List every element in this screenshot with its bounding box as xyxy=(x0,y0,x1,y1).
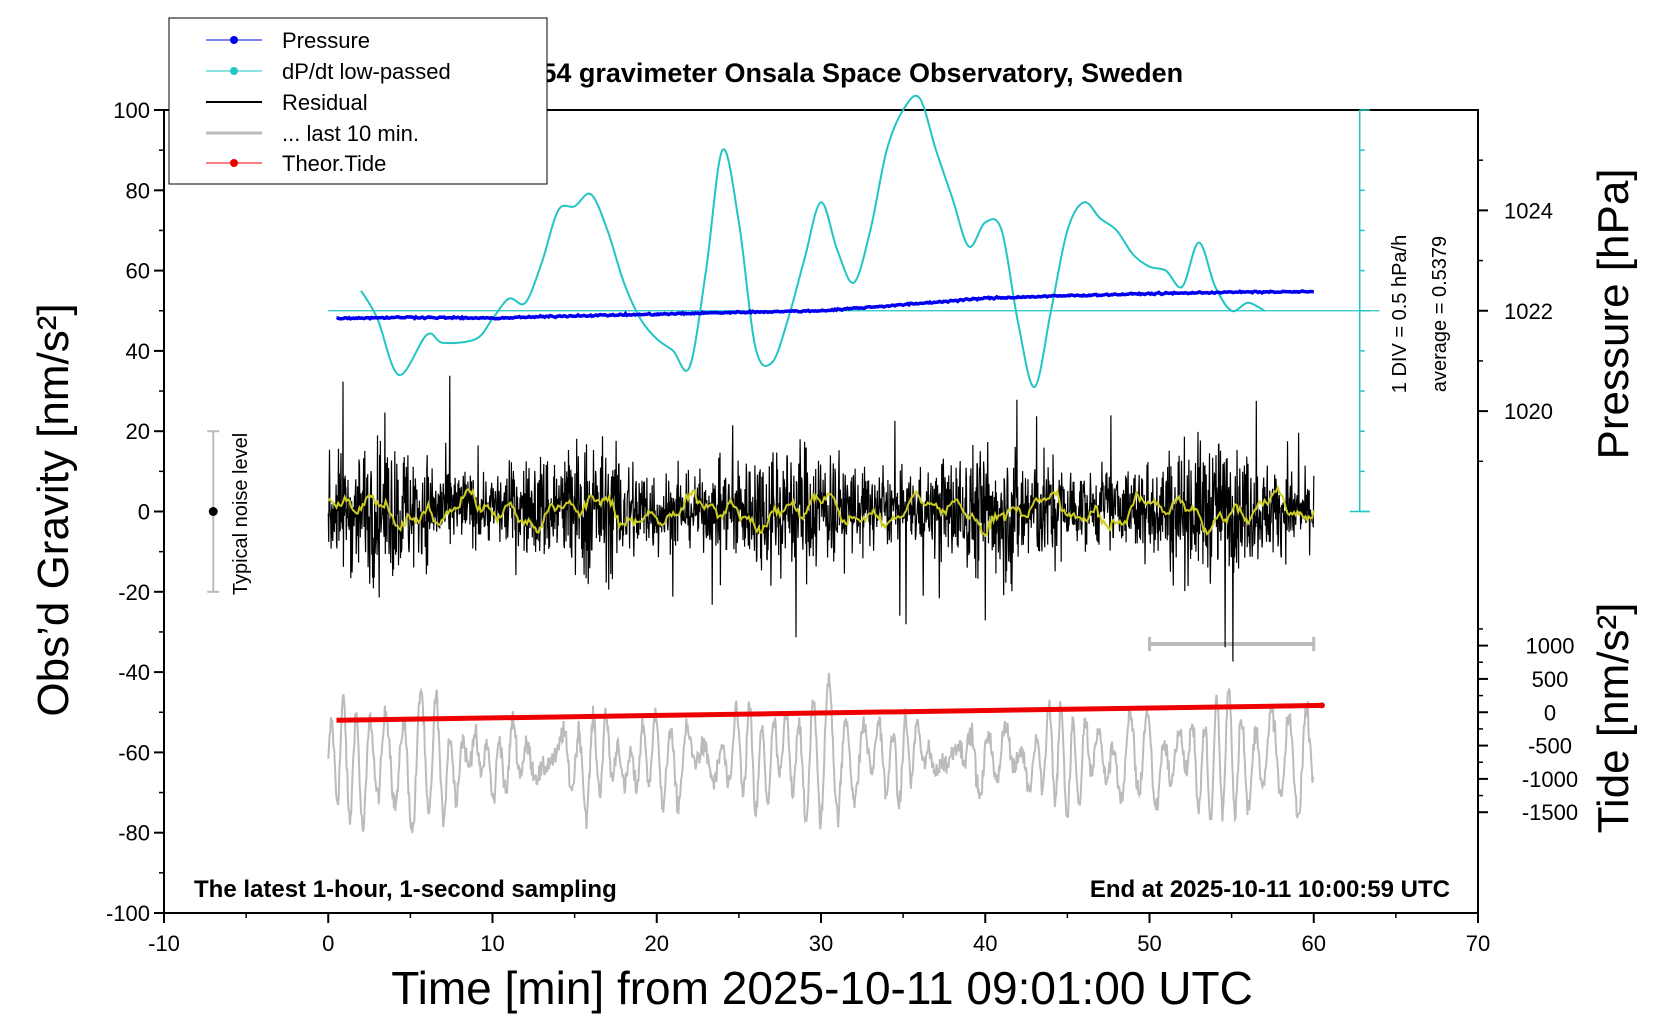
y-axis-left-title: Obs’d Gravity [nm/s²] xyxy=(29,303,78,716)
pressure-axis: 1024 1022 1020 xyxy=(1478,159,1553,463)
legend-marker-tide xyxy=(230,159,238,167)
pressure-line xyxy=(336,289,1315,321)
legend-label-residual: Residual xyxy=(282,90,368,115)
pressure-tick-label: 1020 xyxy=(1504,399,1553,424)
dpdt-series xyxy=(328,94,1380,513)
legend: Pressure dP/dt low-passed Residual ... l… xyxy=(168,17,548,185)
noise-level-label: Typical noise level xyxy=(230,433,252,595)
dpdt-average-annotation: average = 0.5379 xyxy=(1429,236,1451,392)
legend-item-residual: Residual xyxy=(206,90,368,115)
legend-marker-pressure xyxy=(230,36,238,44)
smoothed-residual-series xyxy=(327,484,1315,538)
y-tick-label: 60 xyxy=(126,259,150,284)
x-tick-label: 0 xyxy=(322,931,334,956)
y-tick-label: -40 xyxy=(118,660,150,685)
y-tick-label: 0 xyxy=(138,500,150,525)
y-tick-label: 100 xyxy=(113,98,150,123)
tide-end-marker xyxy=(1318,702,1325,709)
residual-line xyxy=(327,375,1315,662)
x-tick-label: 10 xyxy=(480,931,504,956)
x-tick-label: 70 xyxy=(1466,931,1490,956)
tide-tick-label: 0 xyxy=(1544,700,1556,725)
last10-series xyxy=(327,636,1316,834)
x-tick-label: 50 xyxy=(1137,931,1161,956)
y-tick-label: 40 xyxy=(126,339,150,364)
pressure-tick-label: 1024 xyxy=(1504,198,1553,223)
noise-bar-center xyxy=(208,507,218,516)
tide-tick-label: 1000 xyxy=(1526,634,1575,659)
x-tick-label: 40 xyxy=(973,931,997,956)
legend-label-tide: Theor.Tide xyxy=(282,151,386,176)
legend-marker-dpdt xyxy=(230,67,238,75)
legend-item-pressure: Pressure xyxy=(206,28,370,53)
tide-axis: 1000 500 0 -500 -1000 -1500 xyxy=(1478,628,1578,825)
x-tick-label: 20 xyxy=(645,931,669,956)
tide-axis-title: Tide [nm/s²] xyxy=(1589,603,1638,834)
y-tick-label: 20 xyxy=(126,419,150,444)
tide-tick-label: -1000 xyxy=(1522,767,1578,792)
x-tick-label: 30 xyxy=(809,931,833,956)
legend-item-last10: ... last 10 min. xyxy=(206,121,419,146)
legend-item-dpdt: dP/dt low-passed xyxy=(206,59,451,84)
legend-label-last10: ... last 10 min. xyxy=(282,121,419,146)
tide-line xyxy=(336,702,1323,723)
legend-label-pressure: Pressure xyxy=(282,28,370,53)
y-tick-label: -20 xyxy=(118,580,150,605)
pressure-series xyxy=(336,289,1315,321)
residual-series xyxy=(327,375,1315,662)
y-tick-label: -80 xyxy=(118,821,150,846)
chart-title: SCG_054 gravimeter Onsala Space Observat… xyxy=(453,58,1183,88)
tide-tick-label: -500 xyxy=(1528,734,1572,759)
tide-series xyxy=(336,702,1325,723)
smoothed-residual-line xyxy=(327,484,1315,538)
dpdt-scale-annotation: 1 DIV = 0.5 hPa/h xyxy=(1389,235,1411,393)
x-tick-label: 60 xyxy=(1302,931,1326,956)
pressure-tick-label: 1022 xyxy=(1504,299,1553,324)
last10-line xyxy=(327,672,1315,834)
y-axis-left: 100 80 60 40 20 0 -20 -40 -60 -80 -100 xyxy=(106,98,164,926)
tide-tick-label: 500 xyxy=(1532,667,1569,692)
end-time-annotation: End at 2025-10-11 10:00:59 UTC xyxy=(1090,876,1450,903)
x-tick-label: -10 xyxy=(148,931,180,956)
y-tick-label: -60 xyxy=(118,740,150,765)
sampling-annotation: The latest 1-hour, 1-second sampling xyxy=(194,876,617,903)
dpdt-line xyxy=(360,94,1265,389)
legend-item-tide: Theor.Tide xyxy=(206,151,386,176)
y-tick-label: -100 xyxy=(106,901,150,926)
annotation-marks xyxy=(207,430,220,593)
x-axis-title: Time [min] from 2025-10-11 09:01:00 UTC xyxy=(391,962,1253,1014)
y-tick-label: 80 xyxy=(126,178,150,203)
pressure-axis-title: Pressure [hPa] xyxy=(1589,168,1638,459)
tide-tick-label: -1500 xyxy=(1522,800,1578,825)
legend-label-dpdt: dP/dt low-passed xyxy=(282,59,451,84)
x-axis: -10 0 10 20 30 40 50 60 70 xyxy=(148,913,1490,956)
